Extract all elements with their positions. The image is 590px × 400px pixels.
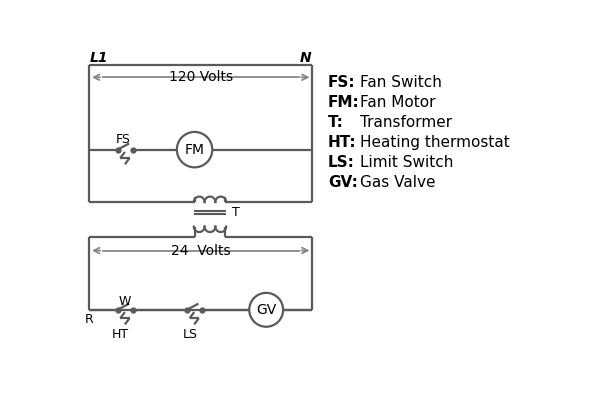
Text: 120 Volts: 120 Volts [169,70,233,84]
Text: LS: LS [183,328,198,341]
Text: N: N [300,51,312,65]
Circle shape [177,132,212,167]
Circle shape [249,293,283,327]
Text: FS: FS [116,133,130,146]
Text: FM:: FM: [328,95,359,110]
Text: FS:: FS: [328,75,355,90]
Text: Fan Switch: Fan Switch [360,75,442,90]
Text: Limit Switch: Limit Switch [360,155,454,170]
Text: LS:: LS: [328,155,355,170]
Text: HT:: HT: [328,135,356,150]
Text: R: R [85,312,93,326]
Text: T: T [231,206,240,219]
Text: Transformer: Transformer [360,115,453,130]
Text: 24  Volts: 24 Volts [171,244,231,258]
Text: L1: L1 [90,51,109,65]
Text: HT: HT [112,328,129,341]
Text: Fan Motor: Fan Motor [360,95,435,110]
Text: GV: GV [256,303,276,317]
Text: Heating thermostat: Heating thermostat [360,135,510,150]
Text: GV:: GV: [328,175,358,190]
Text: W: W [119,295,131,308]
Text: T:: T: [328,115,343,130]
Text: FM: FM [185,143,205,157]
Text: Gas Valve: Gas Valve [360,175,435,190]
